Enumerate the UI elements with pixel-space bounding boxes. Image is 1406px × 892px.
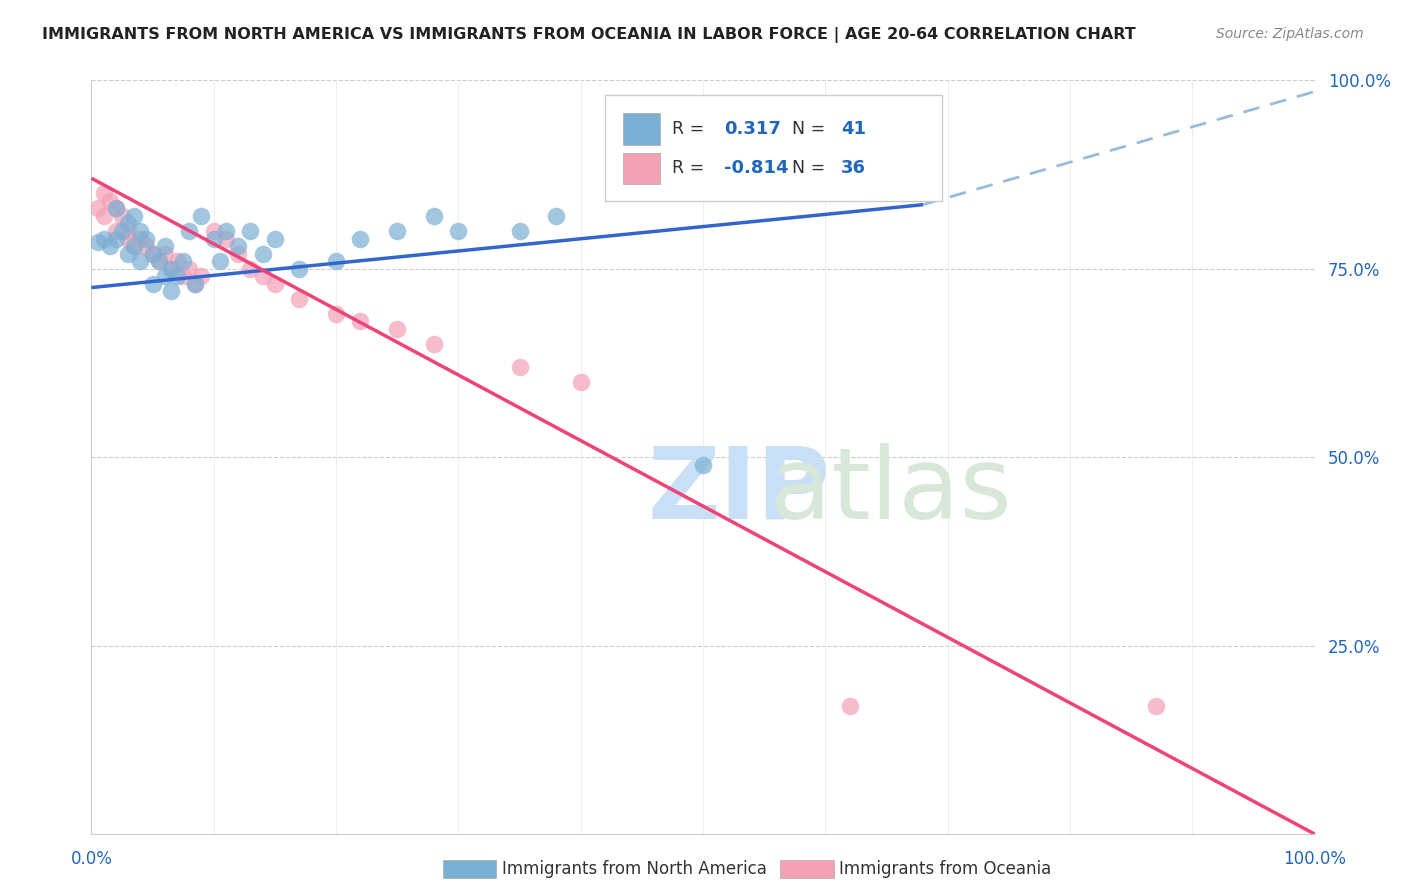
Point (385, 224, 409, 238)
Point (184, 277, 207, 291)
Point (98, 194, 121, 208)
Text: 0.317: 0.317 (724, 120, 780, 138)
FancyBboxPatch shape (623, 153, 661, 185)
Point (172, 254, 194, 268)
Point (288, 292, 311, 306)
Point (160, 285, 183, 299)
Point (239, 261, 262, 276)
Point (190, 209, 212, 223)
Point (153, 246, 176, 260)
Point (447, 224, 470, 238)
Point (252, 269, 274, 284)
Point (93, 186, 115, 201)
Point (692, 458, 714, 472)
Point (385, 322, 409, 336)
Point (215, 224, 238, 238)
Point (129, 254, 152, 268)
Point (202, 231, 225, 245)
Point (117, 224, 139, 238)
Point (166, 254, 188, 268)
Point (141, 246, 163, 260)
Point (264, 231, 287, 245)
Point (98, 239, 121, 253)
Point (509, 224, 531, 238)
Point (93, 209, 115, 223)
Point (122, 209, 145, 223)
Point (325, 254, 347, 268)
Text: Immigrants from Oceania: Immigrants from Oceania (839, 860, 1052, 878)
Text: Immigrants from North America: Immigrants from North America (502, 860, 766, 878)
Text: ZIP: ZIP (648, 442, 831, 540)
Point (423, 337, 446, 351)
Point (111, 224, 134, 238)
Text: 41: 41 (841, 120, 866, 138)
Text: N =: N = (793, 160, 825, 178)
Point (135, 239, 157, 253)
Point (184, 277, 207, 291)
Point (104, 224, 127, 238)
FancyBboxPatch shape (605, 95, 942, 201)
Text: IMMIGRANTS FROM NORTH AMERICA VS IMMIGRANTS FROM OCEANIA IN LABOR FORCE | AGE 20: IMMIGRANTS FROM NORTH AMERICA VS IMMIGRA… (42, 27, 1136, 43)
Point (117, 231, 139, 245)
Point (349, 314, 371, 328)
Text: R =: R = (672, 120, 704, 138)
Text: Source: ZipAtlas.com: Source: ZipAtlas.com (1216, 27, 1364, 41)
Point (838, 698, 860, 713)
Text: N =: N = (793, 120, 825, 138)
Point (172, 269, 194, 284)
Point (111, 209, 134, 223)
Point (239, 224, 262, 238)
Point (153, 269, 176, 284)
Text: -0.814: -0.814 (724, 160, 789, 178)
Point (93, 231, 115, 245)
Point (288, 261, 311, 276)
Point (226, 246, 249, 260)
Point (86, 235, 108, 250)
Point (141, 277, 163, 291)
Point (160, 261, 183, 276)
Point (166, 269, 188, 284)
Text: 36: 36 (841, 160, 866, 178)
Point (546, 209, 568, 223)
Point (423, 209, 446, 223)
Point (190, 269, 212, 284)
Point (208, 254, 231, 268)
Point (179, 224, 201, 238)
Point (129, 224, 152, 238)
Point (1144, 698, 1167, 713)
Point (160, 261, 183, 276)
Point (325, 307, 347, 321)
Text: R =: R = (672, 160, 704, 178)
Point (264, 277, 287, 291)
Point (104, 202, 127, 216)
Point (104, 202, 127, 216)
Point (86, 202, 108, 216)
Point (129, 231, 152, 245)
Point (148, 254, 170, 268)
Point (569, 375, 592, 389)
Point (509, 359, 531, 374)
Point (226, 239, 249, 253)
Point (117, 246, 139, 260)
Point (117, 217, 139, 231)
Point (135, 231, 157, 245)
Point (153, 239, 176, 253)
Point (148, 254, 170, 268)
FancyBboxPatch shape (623, 113, 661, 145)
Point (122, 239, 145, 253)
Point (252, 246, 274, 260)
Point (349, 231, 371, 245)
Point (202, 224, 225, 238)
Point (141, 246, 163, 260)
Point (104, 231, 127, 245)
Point (122, 239, 145, 253)
Text: atlas: atlas (770, 442, 1012, 540)
Point (215, 231, 238, 245)
Point (179, 261, 201, 276)
